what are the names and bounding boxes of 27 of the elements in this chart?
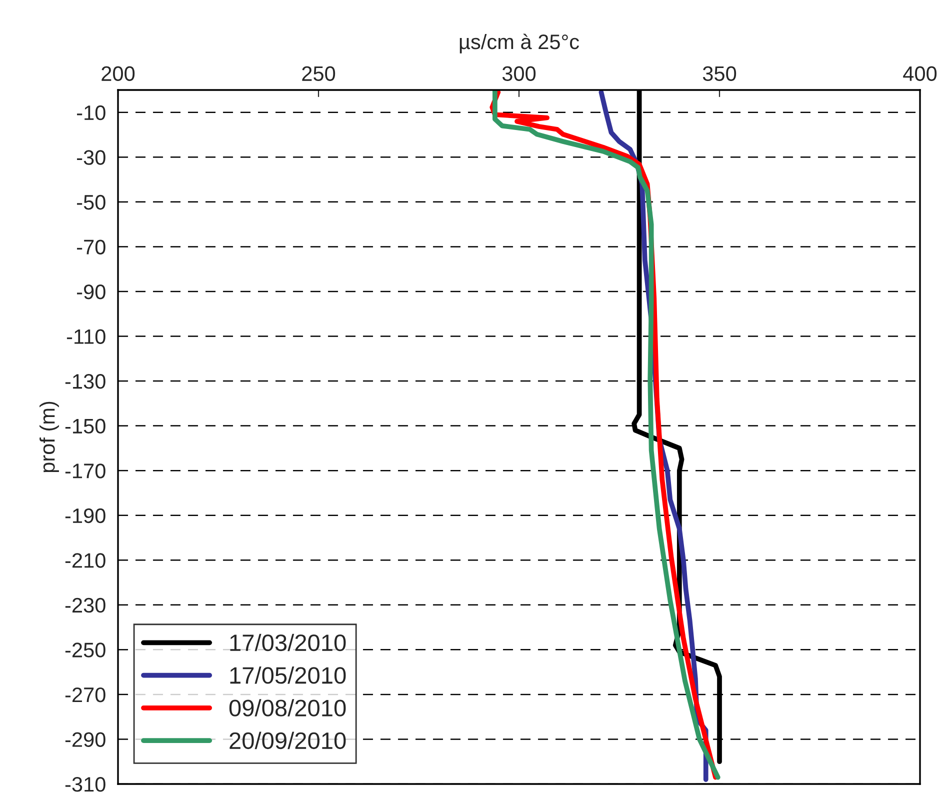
y-tick-label: -110 <box>66 329 106 344</box>
x-tick-label: 300 <box>502 66 536 82</box>
legend-label: 20/09/2010 <box>230 732 346 750</box>
y-tick-label: -70 <box>77 240 106 254</box>
y-tick-label: -310 <box>65 777 106 792</box>
x-tick-label: 200 <box>102 66 135 82</box>
y-tick-label: -190 <box>65 508 106 524</box>
legend-label: 17/05/2010 <box>230 666 346 684</box>
legend-label: 17/03/2010 <box>230 634 346 652</box>
legend-label: 09/08/2010 <box>229 699 346 716</box>
y-tick-label: -170 <box>65 464 106 478</box>
x-tick-label: 250 <box>302 66 336 82</box>
y-tick-label: -50 <box>77 194 106 210</box>
y-axis-title: prof (m) <box>40 402 59 472</box>
x-axis-title: µs/cm à 25°c <box>460 34 579 54</box>
y-tick-label: -270 <box>65 687 106 702</box>
y-tick-label: -130 <box>65 374 106 389</box>
y-tick-label: -290 <box>65 732 106 747</box>
y-tick-label: -30 <box>77 150 106 165</box>
y-tick-label: -150 <box>65 418 106 434</box>
y-tick-label: -210 <box>65 553 106 568</box>
y-tick-label: -90 <box>77 284 106 300</box>
y-tick-label: -10 <box>77 105 106 120</box>
x-tick-label: 400 <box>903 66 937 82</box>
x-tick-label: 350 <box>702 66 736 82</box>
y-tick-label: -230 <box>65 598 106 613</box>
y-tick-label: -250 <box>65 642 106 658</box>
